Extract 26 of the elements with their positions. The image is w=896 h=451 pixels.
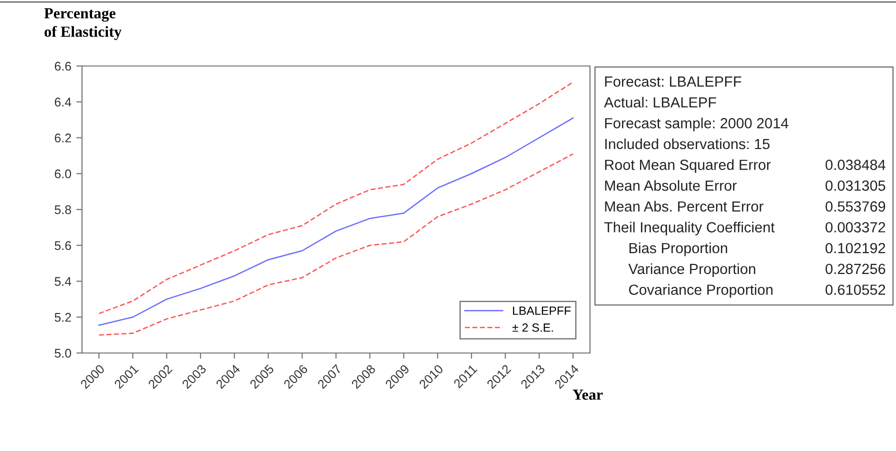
y-tick-label: 5.4 <box>54 277 72 286</box>
y-tick-label: 5.8 <box>54 205 72 214</box>
text: Included observations: 15 <box>605 138 770 150</box>
text: Root Mean Squared Error 0.038484 <box>605 159 886 173</box>
y-tick-label: 6.4 <box>54 98 72 107</box>
y-tick-label: 5.2 <box>54 312 71 322</box>
y-tick-label: 5.0 <box>54 348 72 358</box>
y-tick-label: 6.2 <box>54 134 71 142</box>
text: Forecast: LBALEPFF <box>605 76 742 87</box>
y-tick-label: 6.0 <box>54 169 72 178</box>
y-tick-label: 6.6 <box>54 62 72 71</box>
y-axis-title: Percentage of Elasticity <box>44 8 122 40</box>
text: Actual: LBALEPF <box>604 96 716 108</box>
text: Covariance Proportion 0.610552 <box>629 284 886 298</box>
line-series <box>98 82 574 314</box>
x-axis-title: Year <box>572 390 603 400</box>
text: Mean Absolute Error 0.031305 <box>605 180 886 191</box>
text: Forecast sample: 2000 2014 <box>605 118 788 132</box>
legend-label: LBALEPFF <box>513 306 571 315</box>
legend-label: ± 2 S.E. <box>512 323 553 332</box>
text: Mean Abs. Percent Error 0.553769 <box>605 200 886 212</box>
text: Bias Proportion 0.102192 <box>630 242 886 256</box>
line-series <box>98 153 574 336</box>
text: Variance Proportion 0.287256 <box>628 263 886 277</box>
text: Theil Inequality Coefficient 0.003372 <box>604 222 886 236</box>
y-tick-label: 5.6 <box>54 241 72 250</box>
